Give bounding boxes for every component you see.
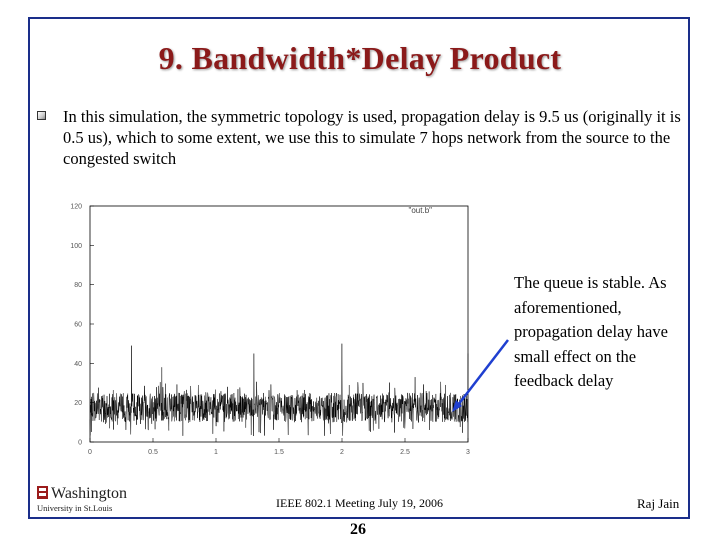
y-tick-label: 120 bbox=[70, 204, 82, 211]
y-tick-label: 100 bbox=[70, 243, 82, 250]
series-line bbox=[89, 343, 469, 437]
x-tick-label: 2.5 bbox=[400, 449, 410, 456]
x-tick-label: 1.5 bbox=[274, 449, 284, 456]
x-tick-label: 1 bbox=[214, 449, 218, 456]
x-tick-label: 2 bbox=[340, 449, 344, 456]
x-tick-label: 0.5 bbox=[148, 449, 158, 456]
y-tick-label: 0 bbox=[78, 440, 82, 447]
footer-author: Raj Jain bbox=[637, 496, 680, 511]
bullet-icon bbox=[37, 111, 46, 120]
university-logo: Washington University in St.Louis bbox=[37, 485, 127, 513]
x-tick-label: 0 bbox=[88, 449, 92, 456]
page-number: 26 bbox=[350, 521, 366, 538]
x-tick-label: 3 bbox=[466, 449, 470, 456]
bullet-text: In this simulation, the symmetric topolo… bbox=[63, 107, 681, 168]
slide-title: 9. Bandwidth*Delay Product bbox=[158, 40, 562, 76]
y-tick-label: 20 bbox=[74, 400, 82, 407]
svg-text:University in St.Louis: University in St.Louis bbox=[37, 503, 112, 513]
y-tick-label: 60 bbox=[74, 322, 82, 329]
y-tick-label: 40 bbox=[74, 361, 82, 368]
slide-frame bbox=[28, 17, 690, 519]
footer-meeting: IEEE 802.1 Meeting July 19, 2006 bbox=[276, 496, 443, 510]
y-tick-label: 80 bbox=[74, 282, 82, 289]
svg-text:Washington: Washington bbox=[51, 485, 127, 502]
queue-length-chart: 0 0.5 1 1.5 2 2.5 3 0 20 40 60 80 100 120 "out.b" bbox=[70, 204, 470, 457]
callout-text: The queue is stable. As aforementioned, … bbox=[514, 273, 668, 390]
chart-legend: "out.b" bbox=[409, 206, 433, 215]
arrow-icon bbox=[452, 339, 509, 412]
